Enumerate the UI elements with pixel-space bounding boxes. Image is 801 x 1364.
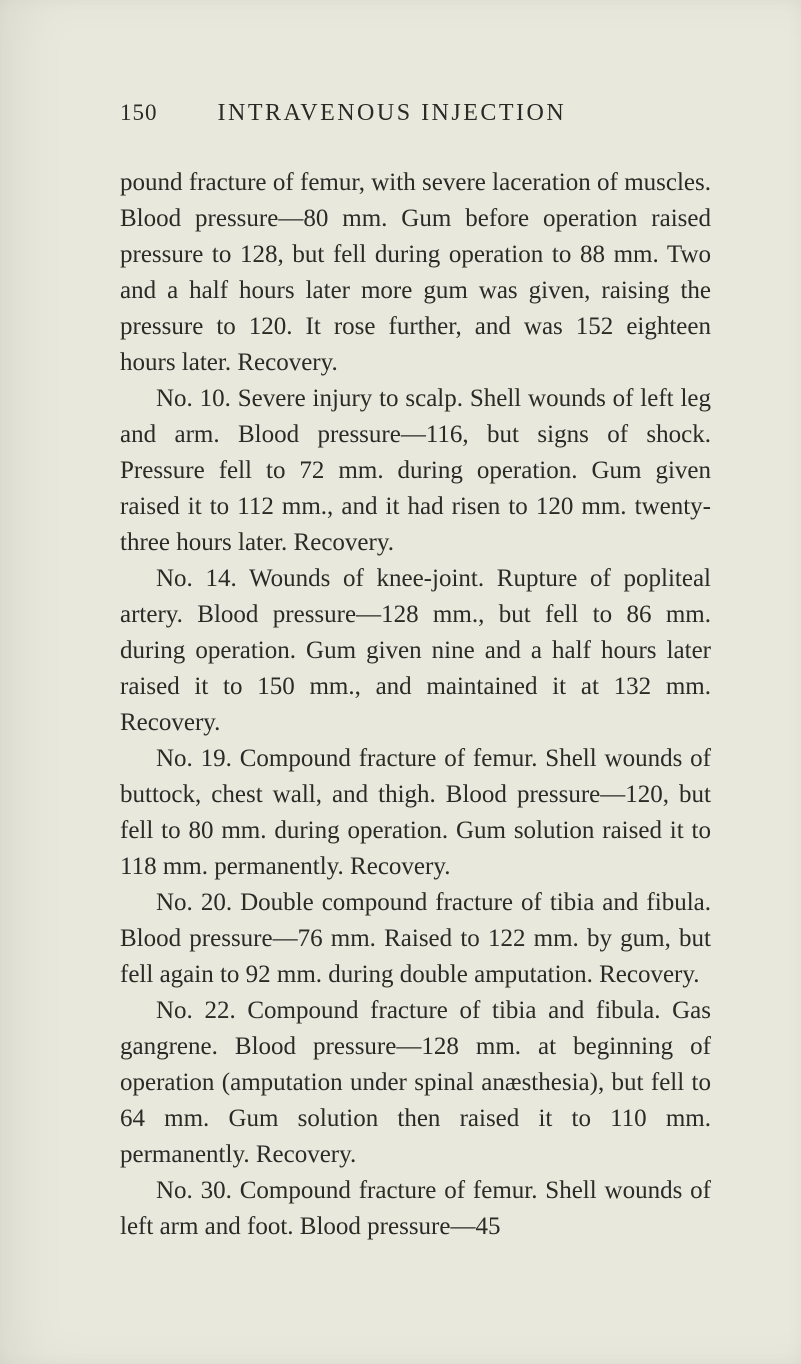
chapter-title: INTRAVENOUS INJECTION xyxy=(218,100,567,127)
paragraph: pound fracture of femur, with severe lac… xyxy=(120,165,711,381)
paragraph: No. 30. Compound fracture of femur. Shel… xyxy=(120,1173,711,1245)
page-number: 150 xyxy=(120,100,158,126)
paragraph: No. 22. Compound fracture of tibia and f… xyxy=(120,993,711,1173)
paragraph: No. 19. Compound fracture of femur. Shel… xyxy=(120,741,711,885)
body-text: pound fracture of femur, with severe lac… xyxy=(120,165,711,1245)
page: 150 INTRAVENOUS INJECTION pound fracture… xyxy=(0,0,801,1364)
paragraph: No. 14. Wounds of knee-joint. Rupture of… xyxy=(120,561,711,741)
paragraph: No. 20. Double compound fracture of tibi… xyxy=(120,885,711,993)
paragraph: No. 10. Severe injury to scalp. Shell wo… xyxy=(120,381,711,561)
running-header: 150 INTRAVENOUS INJECTION xyxy=(120,100,711,127)
